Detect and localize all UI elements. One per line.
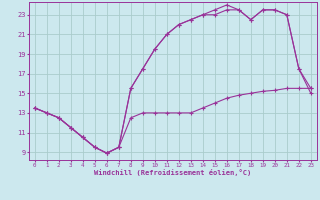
X-axis label: Windchill (Refroidissement éolien,°C): Windchill (Refroidissement éolien,°C)	[94, 169, 252, 176]
